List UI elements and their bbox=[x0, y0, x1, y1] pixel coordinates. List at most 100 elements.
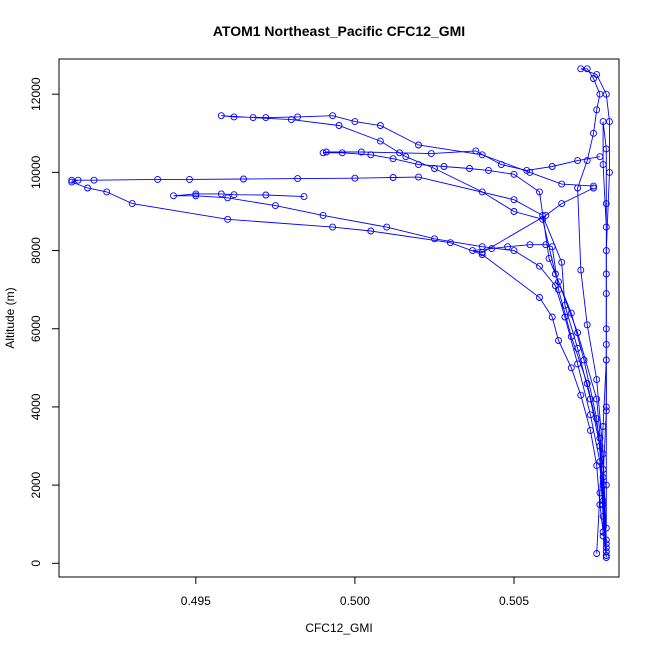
data-point bbox=[602, 145, 610, 153]
data-point bbox=[574, 329, 582, 337]
y-tick-label: 12000 bbox=[29, 77, 43, 111]
data-point bbox=[555, 337, 562, 344]
data-point bbox=[599, 423, 607, 430]
data-point bbox=[593, 376, 601, 384]
data-point bbox=[577, 65, 585, 73]
data-point bbox=[602, 540, 610, 548]
data-point bbox=[271, 202, 279, 210]
data-point bbox=[240, 175, 247, 183]
y-tick-label: 4000 bbox=[29, 393, 43, 420]
data-point bbox=[593, 71, 601, 79]
series-profile-8 bbox=[593, 118, 610, 557]
data-point bbox=[427, 150, 435, 158]
data-point bbox=[192, 190, 200, 198]
data-point bbox=[510, 247, 518, 255]
series-line bbox=[70, 179, 607, 558]
data-point bbox=[567, 333, 575, 341]
data-point bbox=[504, 243, 512, 251]
data-point bbox=[287, 116, 295, 124]
y-tick-label: 6000 bbox=[29, 315, 43, 342]
data-point bbox=[335, 122, 343, 129]
data-point bbox=[602, 270, 610, 278]
data-point bbox=[567, 364, 575, 372]
data-point bbox=[596, 489, 604, 497]
data-point bbox=[186, 175, 193, 183]
data-point bbox=[230, 191, 238, 199]
data-point bbox=[262, 191, 270, 199]
y-axis-label: Altitude (m) bbox=[3, 287, 17, 348]
data-point bbox=[469, 247, 477, 255]
data-point bbox=[192, 192, 200, 200]
data-point bbox=[602, 223, 610, 231]
data-point bbox=[249, 114, 257, 122]
series-line bbox=[596, 121, 607, 554]
x-axis: 0.495 0.500 0.505 bbox=[181, 576, 529, 608]
data-point bbox=[497, 161, 505, 169]
data-point bbox=[590, 184, 597, 192]
data-point bbox=[583, 321, 591, 329]
data-point bbox=[602, 552, 610, 559]
series-line bbox=[71, 176, 607, 552]
series-profile-4 bbox=[469, 184, 610, 556]
data-point bbox=[402, 153, 410, 161]
data-point bbox=[224, 194, 232, 202]
series-layer bbox=[68, 65, 613, 561]
x-tick-label: 0.495 bbox=[181, 594, 211, 608]
data-point bbox=[602, 290, 610, 298]
data-point bbox=[478, 251, 486, 258]
data-point bbox=[224, 215, 232, 223]
x-axis-label: CFC12_GMI bbox=[305, 621, 372, 635]
data-point bbox=[548, 313, 556, 321]
data-point bbox=[472, 147, 480, 155]
y-tick-label: 8000 bbox=[29, 237, 43, 264]
data-point bbox=[415, 141, 422, 149]
data-point bbox=[602, 356, 610, 364]
data-point bbox=[351, 118, 359, 126]
data-point bbox=[577, 266, 585, 274]
data-point bbox=[84, 184, 92, 192]
data-point bbox=[338, 149, 346, 157]
data-point bbox=[558, 258, 566, 266]
y-axis: 0 2000 4000 6000 8000 10000 12000 bbox=[29, 77, 60, 567]
data-point bbox=[593, 550, 601, 557]
data-point bbox=[596, 458, 604, 466]
series-profile-6 bbox=[319, 147, 610, 548]
data-point bbox=[329, 112, 337, 120]
data-point bbox=[294, 175, 302, 183]
data-point bbox=[329, 223, 337, 231]
data-point bbox=[478, 188, 486, 196]
data-point bbox=[602, 90, 610, 98]
data-point bbox=[536, 294, 543, 301]
data-point bbox=[300, 193, 308, 201]
y-tick-label: 2000 bbox=[29, 471, 43, 498]
data-point bbox=[351, 174, 359, 182]
data-point bbox=[466, 165, 473, 172]
data-point bbox=[545, 254, 553, 262]
data-point bbox=[510, 170, 518, 178]
data-point bbox=[415, 161, 422, 169]
series-line bbox=[173, 193, 607, 556]
data-point bbox=[558, 180, 566, 188]
data-point bbox=[478, 151, 486, 159]
data-point bbox=[357, 148, 365, 156]
data-point bbox=[90, 176, 98, 184]
data-point bbox=[488, 245, 496, 253]
data-point bbox=[586, 411, 594, 419]
data-point bbox=[230, 113, 238, 121]
data-point bbox=[574, 157, 582, 165]
data-point bbox=[590, 129, 597, 137]
x-tick-label: 0.500 bbox=[340, 594, 370, 608]
chart-title: ATOM1 Northeast_Pacific CFC12_GMI bbox=[213, 23, 465, 39]
data-point bbox=[376, 137, 384, 145]
data-point bbox=[367, 227, 375, 235]
data-point bbox=[376, 122, 384, 129]
data-point bbox=[602, 200, 610, 208]
data-point bbox=[599, 118, 607, 126]
y-tick-label: 10000 bbox=[29, 155, 43, 189]
data-point bbox=[548, 163, 556, 170]
data-point bbox=[103, 188, 111, 196]
data-point bbox=[599, 450, 607, 458]
data-point bbox=[551, 270, 559, 278]
series-line bbox=[472, 187, 607, 552]
